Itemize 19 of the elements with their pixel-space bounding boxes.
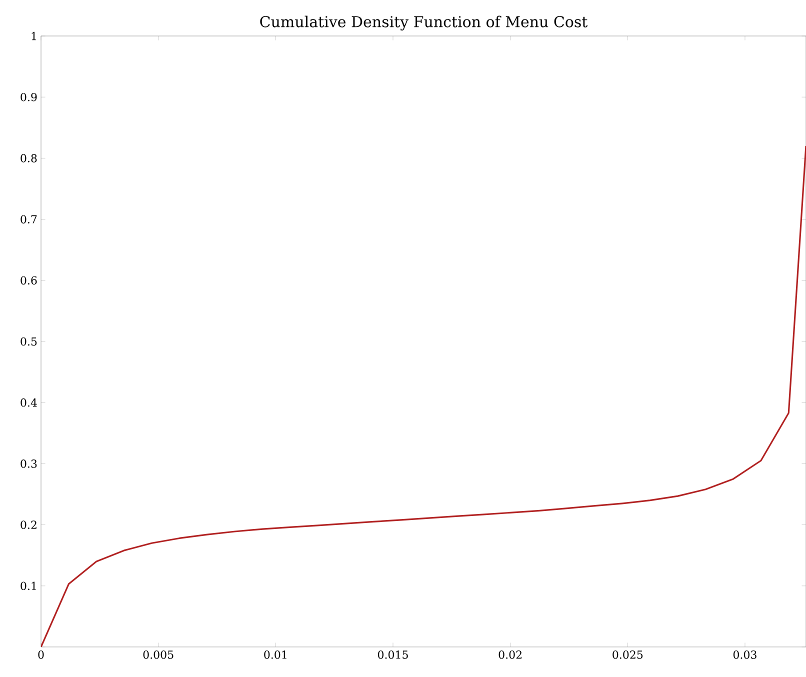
chart-title: Cumulative Density Function of Menu Cost: [260, 16, 588, 30]
y-tick-label: 0.3: [20, 460, 37, 468]
y-tick-label: 0.1: [20, 582, 36, 590]
x-tick-label: 0.005: [143, 650, 174, 659]
y-tick-label: 0.6: [20, 276, 37, 285]
x-tick-label: 0.03: [733, 650, 756, 659]
x-tick-label: 0.02: [498, 650, 522, 659]
x-tick-label: 0: [38, 650, 44, 659]
y-tick-label: 0.5: [20, 337, 37, 346]
x-tick-label: 0.025: [612, 650, 643, 659]
x-tick-label: 0.015: [378, 650, 408, 659]
y-tick-label: 0.2: [20, 520, 36, 529]
y-tick-label: 0.8: [20, 154, 37, 162]
y-tick-label: 0.7: [20, 215, 37, 224]
y-tick-label: 1: [32, 32, 36, 40]
line-series: [41, 145, 806, 647]
y-tick-label: 0.4: [20, 398, 37, 407]
x-tick-label: 0.01: [264, 650, 286, 659]
y-tick-label: 0.9: [20, 92, 37, 102]
